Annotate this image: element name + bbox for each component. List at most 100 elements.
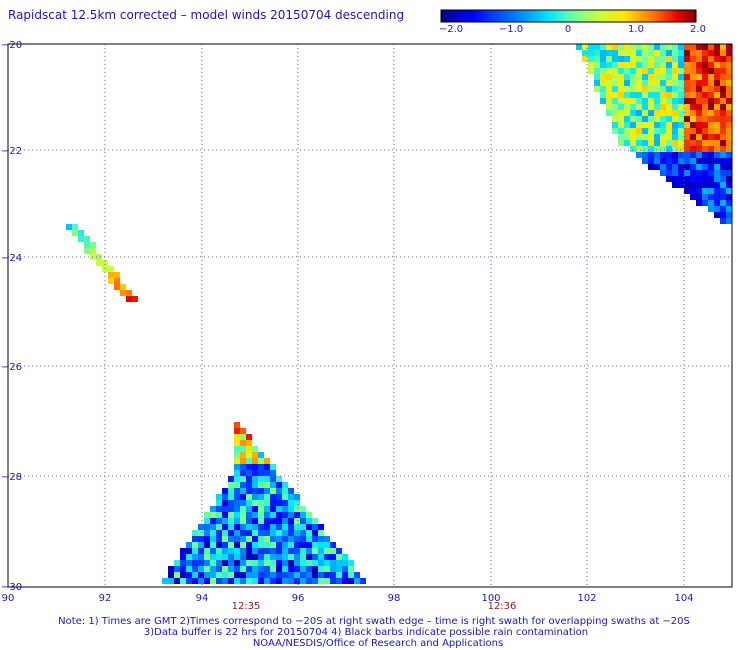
wind-cell <box>360 578 366 584</box>
colorbar-swatch <box>575 10 577 22</box>
colorbar-swatch <box>645 10 647 22</box>
colorbar-swatch <box>629 10 631 22</box>
wind-cell <box>678 152 684 158</box>
wind-cell <box>690 74 696 80</box>
wind-cell <box>216 530 222 536</box>
wind-cell <box>714 104 720 110</box>
wind-cell <box>108 272 114 278</box>
wind-cell <box>204 548 210 554</box>
wind-cell <box>294 500 300 506</box>
wind-cell <box>264 524 270 530</box>
wind-cell <box>252 524 258 530</box>
wind-cell <box>264 494 270 500</box>
colorbar-swatch <box>672 10 674 22</box>
wind-cell <box>258 560 264 566</box>
wind-cell <box>702 50 708 56</box>
colorbar-swatch <box>481 10 483 22</box>
wind-cell <box>720 110 726 116</box>
wind-cell <box>600 98 606 104</box>
wind-cell <box>660 128 666 134</box>
wind-cell <box>294 518 300 524</box>
wind-cell <box>246 464 252 470</box>
wind-cell <box>726 50 732 56</box>
colorbar-swatch <box>584 10 586 22</box>
wind-cell <box>282 536 288 542</box>
wind-cell <box>720 182 726 188</box>
wind-cell <box>270 512 276 518</box>
wind-cell <box>276 572 282 578</box>
colorbar-swatch <box>611 10 613 22</box>
wind-cell <box>714 194 720 200</box>
wind-cell <box>258 476 264 482</box>
wind-cell <box>222 536 228 542</box>
wind-cell <box>336 578 342 584</box>
wind-cell <box>234 440 240 446</box>
wind-cell <box>714 182 720 188</box>
colorbar-swatch <box>666 10 668 22</box>
colorbar-swatch <box>524 10 526 22</box>
wind-cell <box>726 182 732 188</box>
colorbar-swatch <box>489 10 491 22</box>
wind-cell <box>666 146 672 152</box>
wind-cell <box>708 182 714 188</box>
wind-cell <box>600 92 606 98</box>
colorbar-swatch <box>461 10 463 22</box>
wind-cell <box>696 44 702 50</box>
wind-cell <box>174 578 180 584</box>
colorbar-swatch <box>662 10 664 22</box>
wind-cell <box>720 50 726 56</box>
wind-cell <box>228 578 234 584</box>
wind-cell <box>234 482 240 488</box>
wind-cell <box>624 140 630 146</box>
colorbar-swatch <box>568 10 570 22</box>
colorbar-swatch <box>474 10 476 22</box>
wind-cell <box>222 542 228 548</box>
wind-cell <box>228 482 234 488</box>
wind-cell <box>204 518 210 524</box>
wind-cell <box>720 92 726 98</box>
wind-cell <box>282 482 288 488</box>
wind-cell <box>222 560 228 566</box>
colorbar-swatch <box>484 10 486 22</box>
colorbar-swatch <box>601 10 603 22</box>
wind-cell <box>660 74 666 80</box>
wind-cell <box>246 548 252 554</box>
wind-cell <box>726 194 732 200</box>
colorbar-swatch <box>502 10 504 22</box>
wind-cell <box>240 500 246 506</box>
wind-cell <box>702 68 708 74</box>
wind-cell <box>234 494 240 500</box>
wind-cell <box>186 572 192 578</box>
wind-cell <box>270 560 276 566</box>
wind-cell <box>588 62 594 68</box>
wind-cell <box>654 80 660 86</box>
wind-cell <box>270 524 276 530</box>
wind-cell <box>690 98 696 104</box>
wind-cell <box>324 572 330 578</box>
wind-cell <box>690 158 696 164</box>
wind-cell <box>228 506 234 512</box>
wind-cell <box>690 128 696 134</box>
wind-cell <box>624 50 630 56</box>
wind-cell <box>708 158 714 164</box>
wind-cell <box>642 110 648 116</box>
wind-cell <box>696 98 702 104</box>
wind-cell <box>642 146 648 152</box>
wind-cell <box>636 62 642 68</box>
wind-cell <box>192 578 198 584</box>
wind-cell <box>708 188 714 194</box>
colorbar-swatch <box>506 10 508 22</box>
wind-cell <box>618 128 624 134</box>
wind-cell <box>198 560 204 566</box>
colorbar-swatch <box>515 10 517 22</box>
wind-cell <box>678 104 684 110</box>
colorbar-swatch <box>632 10 634 22</box>
wind-cell <box>708 140 714 146</box>
colorbar-swatch <box>497 10 499 22</box>
wind-cell <box>612 44 618 50</box>
wind-cell <box>720 134 726 140</box>
wind-cell <box>240 554 246 560</box>
wind-cell <box>288 494 294 500</box>
wind-cell <box>252 482 258 488</box>
wind-cell <box>246 482 252 488</box>
